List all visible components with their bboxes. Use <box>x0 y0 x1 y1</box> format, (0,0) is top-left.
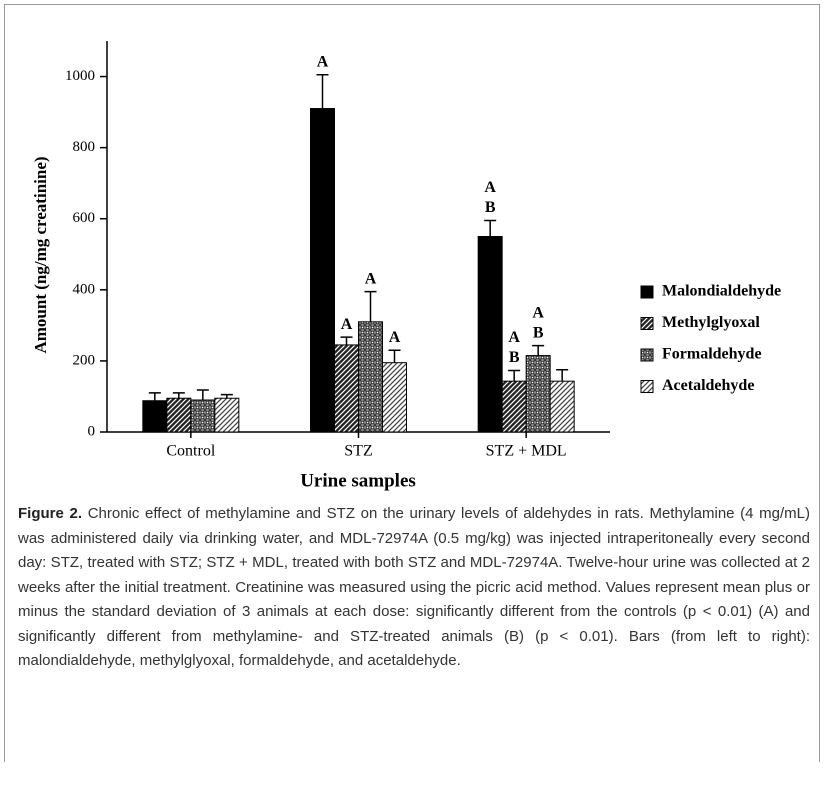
error-bar <box>508 369 521 382</box>
significance-label: A <box>532 304 544 321</box>
bar <box>358 321 383 433</box>
bar <box>310 108 335 433</box>
chart: Amount (ng/mg creatinine) Urine samples … <box>31 41 781 491</box>
error-bar <box>148 392 161 401</box>
bar <box>142 400 168 433</box>
legend-swatch <box>640 317 654 330</box>
x-axis-title: Urine samples <box>300 470 416 491</box>
significance-label: A <box>341 316 353 333</box>
x-tick-label: Control <box>166 443 215 460</box>
legend-swatch <box>640 285 654 299</box>
significance-label: A <box>484 179 496 196</box>
error-bar <box>388 349 401 363</box>
error-bar <box>196 389 209 401</box>
significance-label: A <box>317 53 329 70</box>
legend-swatch <box>640 348 654 362</box>
bar <box>477 236 503 433</box>
legend-swatch <box>640 380 654 393</box>
legend-label: Methylglyoxal <box>662 314 760 331</box>
x-tick-label: STZ <box>344 443 372 460</box>
legend-label: Malondialdehyde <box>662 283 781 300</box>
y-tick-label: 0 <box>88 423 96 439</box>
error-bar <box>484 219 497 237</box>
bar <box>214 397 240 433</box>
error-bar <box>364 290 377 322</box>
caption: Figure 2. Chronic effect of methylamine … <box>18 502 810 674</box>
significance-label: A <box>389 329 401 346</box>
error-bar <box>340 336 353 345</box>
y-tick-label: 1000 <box>65 68 95 84</box>
y-axis-title: Amount (ng/mg creatinine) <box>31 156 50 353</box>
bar <box>501 380 527 433</box>
bar <box>549 380 575 433</box>
significance-label: B <box>485 199 496 216</box>
bar <box>382 362 407 433</box>
legend-label: Formaldehyde <box>662 346 762 363</box>
error-bar <box>556 369 569 382</box>
bar <box>190 399 216 433</box>
error-bar <box>220 393 233 399</box>
significance-label: A <box>365 270 377 287</box>
error-bar <box>172 392 185 399</box>
figure-frame <box>4 4 820 762</box>
error-bar <box>532 344 545 356</box>
y-tick-label: 800 <box>73 139 96 155</box>
caption-text: Chronic effect of methylamine and STZ on… <box>18 505 811 669</box>
bar <box>334 344 359 433</box>
y-tick-label: 600 <box>73 210 96 226</box>
legend-label: Acetaldehyde <box>662 377 754 394</box>
y-tick-label: 400 <box>73 281 96 297</box>
significance-label: B <box>533 324 544 341</box>
significance-label: B <box>509 349 520 366</box>
y-tick-label: 200 <box>73 352 96 368</box>
significance-label: A <box>508 329 520 346</box>
bar <box>525 355 551 433</box>
error-bar <box>316 74 329 109</box>
bar <box>166 397 192 433</box>
x-tick-label: STZ + MDL <box>486 443 567 460</box>
caption-label: Figure 2. <box>18 505 83 522</box>
